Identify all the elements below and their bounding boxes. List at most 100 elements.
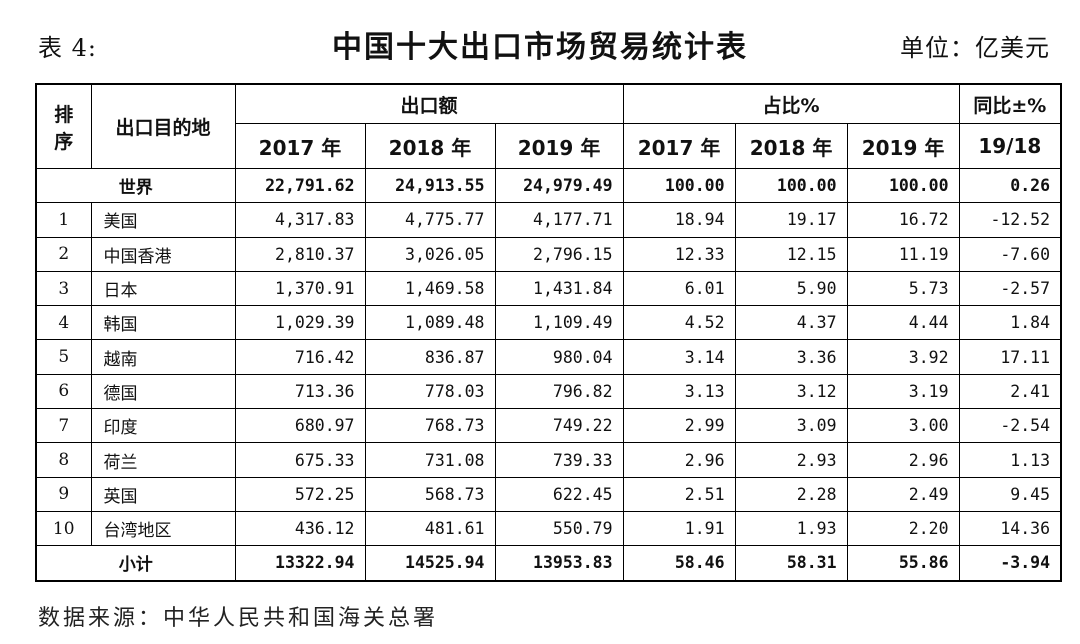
cell: 2.99 [622, 408, 736, 444]
cell: 17.11 [958, 339, 1062, 375]
cell: 1,109.49 [494, 305, 624, 341]
destination-cell: 韩国 [90, 305, 236, 341]
rank-cell: 4 [35, 305, 92, 341]
cell: 1,469.58 [364, 270, 496, 307]
export-market-table: 排序 出口目的地 出口额 占比% 同比±% 2017 年 2018 年 2019… [35, 83, 1063, 582]
rank-cell: 8 [35, 442, 92, 478]
cell: 768.73 [364, 408, 496, 444]
cell: -2.54 [958, 408, 1062, 444]
table-row: 8 荷兰 675.33 731.08 739.33 2.96 2.93 2.96 1.13 [35, 442, 1062, 478]
cell: 6.01 [622, 270, 736, 307]
cell: 13322.94 [234, 545, 366, 582]
destination-cell: 荷兰 [90, 442, 236, 478]
cell: 18.94 [622, 202, 736, 238]
header-year: 2018 年 [734, 123, 848, 169]
cell: 2.49 [846, 476, 960, 512]
rank-cell: 7 [35, 408, 92, 444]
cell: 3.13 [622, 373, 736, 410]
cell: 481.61 [364, 510, 496, 547]
cell: 572.25 [234, 476, 366, 512]
cell: 4,177.71 [494, 202, 624, 238]
subtotal-label: 小计 [35, 545, 236, 582]
cell: 1,029.39 [234, 305, 366, 341]
cell: 22,791.62 [234, 167, 366, 204]
cell: 4.37 [734, 305, 848, 341]
cell: 2.96 [846, 442, 960, 478]
destination-cell: 德国 [90, 373, 236, 410]
cell: 713.36 [234, 373, 366, 410]
cell: 1,370.91 [234, 270, 366, 307]
cell: 4.52 [622, 305, 736, 341]
cell: 675.33 [234, 442, 366, 478]
header-year: 2017 年 [234, 123, 366, 169]
cell: 2.28 [734, 476, 848, 512]
cell: 1.91 [622, 510, 736, 547]
cell: 749.22 [494, 408, 624, 444]
cell: 12.33 [622, 236, 736, 272]
cell: 4,317.83 [234, 202, 366, 238]
cell: 9.45 [958, 476, 1062, 512]
cell: 12.15 [734, 236, 848, 272]
cell: 1.93 [734, 510, 848, 547]
cell: 4.44 [846, 305, 960, 341]
cell: 3.12 [734, 373, 848, 410]
data-source: 数据来源：中华人民共和国海关总署 [38, 606, 439, 631]
cell: 2.20 [846, 510, 960, 547]
cell: 14525.94 [364, 545, 496, 582]
cell: 1.84 [958, 305, 1062, 341]
rank-cell: 9 [35, 476, 92, 512]
cell: 14.36 [958, 510, 1062, 547]
cell: 55.86 [846, 545, 960, 582]
cell: 100.00 [622, 167, 736, 204]
cell: 1,089.48 [364, 305, 496, 341]
rank-cell: 3 [35, 270, 92, 307]
rank-cell: 6 [35, 373, 92, 410]
table-row: 9 英国 572.25 568.73 622.45 2.51 2.28 2.49 9.45 [35, 476, 1062, 512]
cell: 5.90 [734, 270, 848, 307]
header-year: 2019 年 [494, 123, 624, 169]
header-rank: 排序 [35, 83, 92, 169]
cell: 731.08 [364, 442, 496, 478]
cell: 19.17 [734, 202, 848, 238]
world-label: 世界 [35, 167, 236, 204]
destination-cell: 印度 [90, 408, 236, 444]
header-yoy-sub: 19/18 [958, 123, 1062, 169]
cell: 2.51 [622, 476, 736, 512]
cell: 100.00 [734, 167, 848, 204]
cell: 716.42 [234, 339, 366, 375]
cell: 3.00 [846, 408, 960, 444]
header-destination: 出口目的地 [90, 83, 236, 169]
cell: 550.79 [494, 510, 624, 547]
header-year: 2018 年 [364, 123, 496, 169]
cell: 13953.83 [494, 545, 624, 582]
cell: 2,796.15 [494, 236, 624, 272]
table-row: 7 印度 680.97 768.73 749.22 2.99 3.09 3.00 -2.54 [35, 408, 1062, 444]
rank-cell: 1 [35, 202, 92, 238]
destination-cell: 日本 [90, 270, 236, 307]
cell: 4,775.77 [364, 202, 496, 238]
unit-label: 单位：亿美元 [900, 34, 1050, 62]
cell: 778.03 [364, 373, 496, 410]
cell: 980.04 [494, 339, 624, 375]
cell: 836.87 [364, 339, 496, 375]
destination-cell: 台湾地区 [90, 510, 236, 547]
cell: 0.26 [958, 167, 1062, 204]
cell: 2,810.37 [234, 236, 366, 272]
table-title: 中国十大出口市场贸易统计表 [332, 30, 748, 65]
cell: 568.73 [364, 476, 496, 512]
cell: 3.19 [846, 373, 960, 410]
header-year: 2017 年 [622, 123, 736, 169]
rank-cell: 2 [35, 236, 92, 272]
table-row: 1 美国 4,317.83 4,775.77 4,177.71 18.94 19.17 16.… [35, 202, 1062, 238]
header-share: 占比% [622, 83, 960, 124]
world-row: 世界 22,791.62 24,913.55 24,979.49 100.00 … [35, 167, 1062, 204]
cell: 739.33 [494, 442, 624, 478]
cell: 796.82 [494, 373, 624, 410]
cell: 436.12 [234, 510, 366, 547]
cell: 3,026.05 [364, 236, 496, 272]
table-row: 6 德国 713.36 778.03 796.82 3.13 3.12 3.19 2.41 [35, 373, 1062, 410]
cell: 1.13 [958, 442, 1062, 478]
cell: 100.00 [846, 167, 960, 204]
table-row: 4 韩国 1,029.39 1,089.48 1,109.49 4.52 4.37 4.44 1… [35, 305, 1062, 341]
cell: 5.73 [846, 270, 960, 307]
